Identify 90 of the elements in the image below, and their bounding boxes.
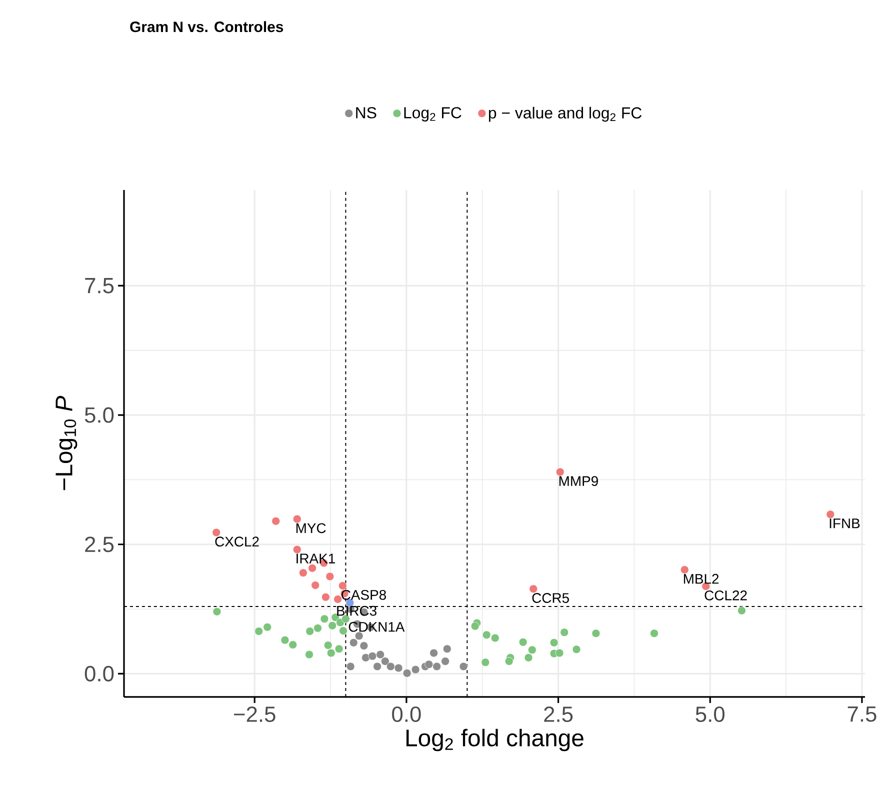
point (394, 664, 403, 672)
point (572, 645, 581, 654)
point (826, 510, 835, 519)
y-tick-label: 2.5 (85, 536, 114, 552)
annotation: CDKN1A (348, 622, 405, 632)
legend-label: p − value and log$_{2}$ FC (488, 106, 642, 122)
point (424, 660, 434, 669)
point (373, 662, 382, 671)
point (288, 640, 298, 649)
point (272, 516, 280, 526)
x-axis-title: Log$_{2}$ fold change (406, 728, 584, 752)
point (555, 648, 564, 658)
point (334, 595, 342, 604)
x-tick-label: −2.5 (234, 706, 276, 722)
point (314, 624, 322, 632)
x-tick-label: 0.0 (392, 706, 421, 722)
point (680, 566, 689, 574)
point (292, 514, 302, 524)
x-tick-label: 5.0 (696, 706, 724, 722)
annotation: CASP8 (342, 590, 386, 600)
point (263, 622, 272, 632)
point (430, 648, 438, 658)
point (560, 628, 569, 637)
point (326, 572, 334, 581)
point (411, 665, 420, 674)
point (380, 657, 390, 666)
point (339, 626, 348, 635)
point (212, 528, 221, 537)
annotation: MMP9 (559, 476, 598, 486)
point (481, 658, 490, 667)
point (490, 634, 500, 642)
point (326, 648, 336, 658)
point (376, 650, 385, 659)
x-tick-label: 2.5 (544, 706, 573, 722)
x-tick-label: 7.5 (848, 706, 876, 722)
point (346, 662, 355, 671)
annotation: BIRC3 (337, 606, 376, 616)
point (441, 657, 450, 666)
annotation: IFNB (830, 518, 860, 528)
point (334, 644, 344, 654)
point (354, 632, 364, 640)
annotation: MBL2 (684, 574, 719, 584)
point (324, 641, 332, 650)
point (320, 614, 329, 624)
annotation: CXCL2 (215, 536, 259, 547)
point (306, 627, 314, 636)
point (550, 638, 558, 647)
annotation: MYC (296, 523, 326, 534)
point (482, 630, 491, 640)
y-axis-title: −Log$_{10}$ P (56, 396, 78, 490)
point (328, 621, 337, 630)
annotation: CCL22 (704, 590, 747, 600)
point (292, 545, 302, 554)
point (470, 622, 480, 630)
point (556, 468, 564, 476)
chart-title: Gram N vs. Controles (130, 21, 284, 32)
point (459, 662, 468, 671)
point (338, 582, 347, 590)
annotation: IRAK1 (296, 554, 335, 564)
point (362, 653, 370, 662)
point (360, 642, 368, 650)
point (432, 662, 442, 671)
point (524, 653, 533, 662)
legend-label: Log$_{2}$ FC (404, 107, 462, 122)
point (368, 652, 377, 660)
point (308, 564, 316, 572)
point (321, 592, 330, 602)
point (336, 618, 344, 627)
point (504, 657, 514, 666)
point (311, 581, 320, 590)
y-tick-label: 0.0 (84, 666, 114, 682)
legend-label: NS (356, 107, 376, 118)
annotation: CCR5 (532, 593, 569, 603)
point (349, 638, 358, 647)
y-tick-label: 7.5 (85, 278, 114, 294)
point (305, 650, 314, 659)
point (650, 629, 658, 638)
point (592, 629, 600, 638)
point (254, 627, 264, 636)
point (298, 568, 308, 578)
point (528, 646, 536, 654)
point (402, 668, 412, 678)
point (518, 638, 528, 646)
point (442, 644, 452, 654)
point (386, 662, 395, 671)
point (738, 606, 746, 615)
point (529, 584, 538, 594)
point (212, 607, 222, 616)
y-tick-label: 5.0 (84, 407, 114, 423)
point (280, 636, 290, 644)
